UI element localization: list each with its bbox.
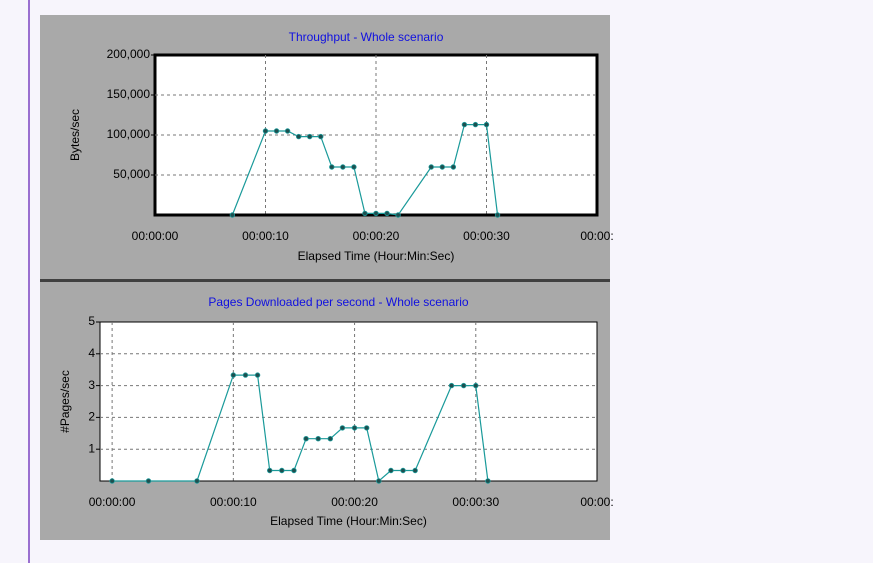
data-point — [307, 133, 313, 140]
x-tick-label: 00:00:30 — [463, 229, 510, 243]
y-tick-label: 200,000 — [107, 47, 151, 61]
x-tick-label: 00:00:20 — [353, 229, 400, 243]
data-point — [273, 128, 280, 134]
plot-area — [99, 321, 598, 482]
data-point — [262, 128, 269, 134]
separator — [40, 279, 610, 282]
data-point — [376, 478, 382, 484]
data-point — [327, 436, 334, 442]
data-point — [254, 372, 261, 378]
y-tick-label: 1 — [88, 441, 95, 455]
data-point — [318, 133, 324, 140]
x-tick-label: 00:00:00 — [132, 229, 179, 243]
data-point — [230, 372, 237, 378]
chart-title: Pages Downloaded per second - Whole scen… — [208, 295, 468, 309]
x-tick-label: 00:00:00 — [89, 495, 136, 509]
x-axis-label: Elapsed Time (Hour:Min:Sec) — [270, 514, 427, 528]
x-axis-label: Elapsed Time (Hour:Min:Sec) — [298, 249, 455, 263]
data-point — [373, 210, 379, 217]
data-point — [450, 164, 457, 170]
y-tick-label: 50,000 — [113, 167, 150, 181]
data-point — [329, 164, 335, 170]
data-point — [279, 467, 285, 474]
data-point — [145, 478, 152, 484]
x-tick-label: 00:00: — [580, 495, 613, 509]
data-point — [291, 467, 297, 474]
data-point — [388, 467, 394, 474]
data-point — [351, 164, 357, 170]
data-point — [400, 467, 406, 474]
y-tick-label: 4 — [88, 346, 95, 360]
x-tick-label: 00:00:10 — [242, 229, 289, 243]
y-axis-label: #Pages/sec — [58, 370, 72, 433]
x-tick-label: 00:00: — [580, 229, 613, 243]
data-point — [295, 133, 302, 140]
y-tick-label: 2 — [88, 410, 95, 424]
data-point — [483, 121, 490, 128]
data-point — [460, 382, 467, 389]
data-point — [485, 478, 491, 484]
data-point — [351, 425, 358, 431]
data-point — [315, 436, 321, 442]
data-point — [473, 382, 479, 389]
y-axis-label: Bytes/sec — [68, 109, 82, 161]
x-tick-label: 00:00:30 — [452, 495, 499, 509]
y-tick-label: 3 — [88, 378, 95, 392]
data-point — [412, 467, 418, 474]
chart-title: Throughput - Whole scenario — [289, 30, 444, 44]
data-point — [472, 121, 479, 128]
data-point — [461, 121, 468, 128]
data-point — [439, 164, 445, 170]
x-tick-label: 00:00:20 — [331, 495, 378, 509]
y-tick-label: 100,000 — [107, 127, 151, 141]
x-tick-label: 00:00:10 — [210, 495, 257, 509]
y-tick-label: 5 — [88, 314, 95, 328]
data-point — [340, 164, 346, 170]
data-point — [494, 212, 501, 218]
data-point — [242, 372, 249, 378]
data-point — [395, 212, 401, 218]
data-point — [267, 467, 273, 474]
data-point — [428, 164, 434, 170]
data-point — [384, 210, 390, 217]
data-point — [339, 425, 346, 431]
data-point — [229, 212, 236, 218]
data-point — [362, 210, 368, 217]
data-point — [284, 128, 291, 134]
data-point — [303, 436, 309, 442]
data-point — [194, 478, 200, 484]
data-point — [448, 382, 455, 389]
data-point — [109, 478, 115, 484]
data-point — [363, 425, 370, 431]
y-tick-label: 150,000 — [107, 87, 151, 101]
